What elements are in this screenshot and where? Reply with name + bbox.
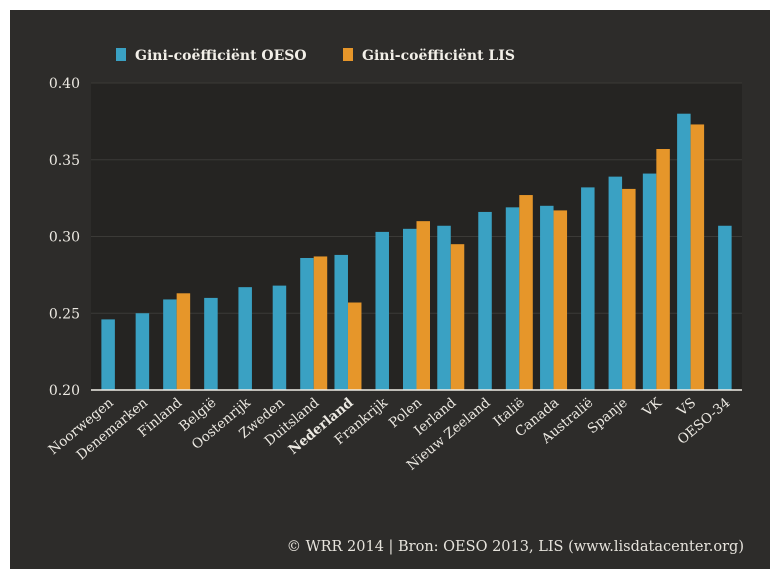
bar-lis — [347, 302, 362, 390]
bar-lis — [690, 124, 705, 390]
legend-label-oeso: Gini-coëfficiënt OESO — [135, 48, 307, 64]
source-credit: © WRR 2014 | Bron: OESO 2013, LIS (www.l… — [286, 539, 744, 555]
bar-oeso — [163, 299, 177, 390]
bar-oeso — [718, 225, 732, 390]
bar-chart: 0.200.250.300.350.40NoorwegenDenemarkenF… — [46, 48, 742, 474]
bar-oeso — [238, 287, 252, 390]
legend-swatch-oeso — [116, 48, 126, 61]
bar-lis — [176, 293, 191, 390]
y-tick-label: 0.20 — [49, 383, 80, 399]
bar-oeso — [505, 207, 520, 390]
y-tick-label: 0.35 — [49, 153, 80, 169]
bar-oeso — [300, 257, 314, 390]
bar-lis — [519, 195, 533, 390]
bar-oeso — [375, 231, 389, 390]
y-tick-label: 0.30 — [49, 230, 80, 246]
bar-lis — [450, 244, 465, 390]
bar-lis — [313, 256, 328, 390]
bar-oeso — [101, 319, 115, 390]
chart-panel: 0.20 0.25 0.30 0.35 0.40 Noorwegen Denemarken F… — [10, 10, 770, 569]
bar-oeso — [403, 228, 417, 390]
bar-lis — [656, 149, 670, 390]
bar-oeso — [272, 285, 287, 390]
legend-swatch-lis — [343, 48, 353, 61]
bar-lis — [622, 188, 636, 390]
bar-oeso — [437, 225, 451, 390]
bar-oeso — [135, 313, 150, 390]
bar-oeso — [540, 205, 554, 390]
legend-label-lis: Gini-coëfficiënt LIS — [362, 48, 515, 64]
bar-oeso — [642, 173, 657, 390]
y-tick-label: 0.25 — [49, 306, 80, 322]
bar-oeso — [581, 187, 595, 390]
y-tick-label: 0.40 — [49, 76, 80, 92]
x-tick-label: VS — [674, 395, 700, 420]
bar-oeso — [478, 211, 492, 390]
bar-oeso — [677, 113, 691, 390]
bar-oeso — [608, 176, 623, 390]
bar-oeso — [204, 297, 218, 390]
x-tick-label: VK — [639, 394, 666, 420]
bar-oeso — [334, 254, 348, 390]
bar-lis — [553, 210, 568, 390]
bar-lis — [416, 221, 430, 390]
